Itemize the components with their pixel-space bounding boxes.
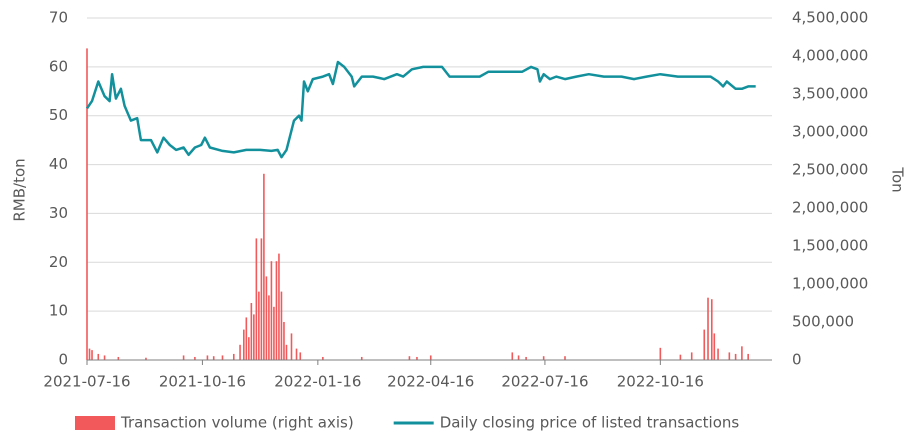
y-tick-label: 30	[49, 204, 68, 222]
bar	[103, 355, 106, 360]
bar	[243, 329, 245, 360]
bar	[408, 356, 411, 360]
bar	[360, 356, 363, 360]
x-tick-label: 2022-07-16	[501, 373, 588, 391]
bar	[564, 356, 566, 360]
price-line	[85, 60, 756, 159]
y-tick-label: 0	[58, 351, 68, 369]
bar	[659, 347, 662, 360]
bar	[265, 276, 268, 360]
bar	[710, 299, 713, 360]
bar	[270, 261, 273, 360]
bar	[299, 352, 302, 360]
bar	[511, 352, 514, 360]
bar	[206, 355, 209, 360]
y-tick-label: 60	[49, 57, 68, 75]
bar	[145, 357, 147, 360]
y2-tick-label: 500,000	[792, 313, 854, 331]
bar	[707, 297, 709, 360]
bar	[525, 356, 527, 360]
y2-tick-label: 3,000,000	[792, 123, 868, 141]
bar	[429, 355, 432, 360]
bar	[322, 356, 324, 360]
bar	[275, 261, 278, 360]
y2-tick-label: 0	[792, 351, 802, 369]
bar	[290, 333, 293, 360]
bar	[221, 355, 224, 360]
bar	[734, 353, 737, 360]
y-tick-label: 40	[49, 155, 68, 173]
bar	[232, 353, 235, 360]
bar	[542, 356, 545, 360]
bar	[255, 238, 258, 360]
y2-tick-label: 4,000,000	[792, 47, 868, 65]
y2-tick-label: 2,500,000	[792, 161, 868, 179]
bar	[86, 48, 88, 361]
bar	[263, 173, 265, 360]
bar	[268, 295, 270, 360]
bar	[703, 329, 706, 360]
legend-label: Transaction volume (right axis)	[120, 414, 354, 432]
bar	[194, 356, 196, 360]
y-tick-label: 70	[49, 9, 68, 27]
y-tick-label: 50	[49, 106, 68, 124]
bar	[283, 322, 285, 360]
x-tick-label: 2021-07-16	[43, 373, 130, 391]
bar	[285, 344, 288, 360]
bar	[741, 346, 743, 360]
bar	[416, 356, 418, 360]
bar	[245, 317, 248, 360]
bar	[690, 352, 693, 360]
bar	[248, 337, 250, 360]
x-tick-label: 2021-10-16	[159, 373, 246, 391]
x-tick-label: 2022-04-16	[387, 373, 474, 391]
legend-swatch	[75, 416, 115, 430]
bar	[280, 291, 283, 360]
y2-tick-label: 3,500,000	[792, 85, 868, 103]
y2-tick-label: 4,500,000	[792, 9, 868, 27]
bar	[295, 348, 298, 360]
x-tick-label: 2022-10-16	[617, 373, 704, 391]
bar	[182, 355, 185, 360]
bar	[728, 352, 731, 360]
bar	[88, 348, 91, 360]
bar	[91, 350, 93, 360]
y2-axis-title: Ton	[889, 166, 907, 192]
y-tick-label: 10	[49, 302, 68, 320]
bar	[260, 238, 263, 360]
y-axis-title: RMB/ton	[11, 158, 29, 221]
bar	[713, 333, 716, 360]
bar	[258, 291, 260, 360]
x-tick-label: 2022-01-16	[274, 373, 361, 391]
y2-tick-label: 1,500,000	[792, 237, 868, 255]
bar	[517, 355, 520, 360]
bar	[239, 344, 241, 360]
bar	[273, 306, 275, 360]
y-tick-label: 20	[49, 253, 68, 271]
bar	[717, 348, 719, 360]
bar	[253, 314, 255, 360]
bar	[97, 353, 100, 360]
bar	[250, 303, 253, 360]
legend-label: Daily closing price of listed transactio…	[440, 414, 740, 432]
bar	[212, 356, 215, 360]
bar	[278, 253, 280, 360]
y2-tick-label: 1,000,000	[792, 275, 868, 293]
y2-tick-label: 2,000,000	[792, 199, 868, 217]
bar	[747, 353, 749, 360]
bar	[679, 354, 682, 360]
bar	[117, 356, 120, 360]
